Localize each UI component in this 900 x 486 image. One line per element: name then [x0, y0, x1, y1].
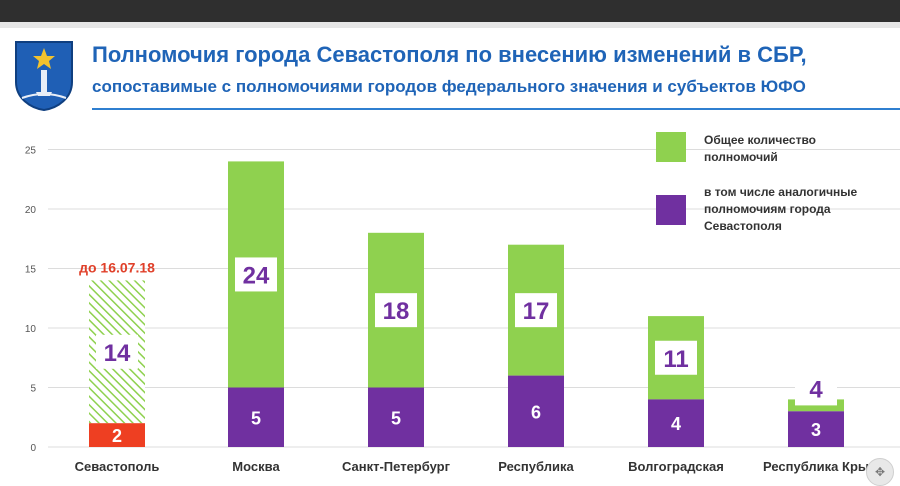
total-label-box [795, 371, 837, 406]
annotation-label: до 16.07.18 [79, 259, 155, 275]
window-top-border [0, 22, 900, 28]
move-handle-icon[interactable]: ✥ [866, 458, 894, 486]
y-axis: 0 5 10 15 20 25 [25, 146, 37, 455]
y-tick-label: 0 [30, 443, 36, 454]
common-label: 5 [391, 408, 401, 428]
total-label-box [655, 340, 697, 375]
common-label: 4 [671, 414, 681, 434]
sevastopol-coat-of-arms-icon [15, 41, 73, 112]
x-axis: Севастополь Москва Санкт-Петербург Республи… [75, 459, 869, 474]
total-label: 24 [243, 262, 270, 289]
total-label: 4 [809, 376, 823, 403]
total-label: 17 [523, 298, 550, 325]
page-subtitle: сопоставимые с полномочиями городов феде… [92, 77, 806, 96]
x-tick-label: Республика Кры [763, 459, 869, 474]
common-label: 6 [531, 402, 541, 422]
bar-common [228, 387, 284, 447]
x-tick-label: Санкт-Петербург [342, 459, 451, 474]
legend-swatch-common [656, 195, 686, 225]
x-tick-label: Севастополь [75, 459, 160, 474]
total-label-box [515, 293, 557, 328]
total-label-box [235, 257, 277, 292]
window-top-bar [0, 0, 900, 22]
y-tick-label: 25 [25, 146, 37, 157]
legend-swatch-total [656, 132, 686, 162]
total-label-box [375, 293, 417, 328]
title-divider [92, 108, 900, 110]
x-tick-label: Москва [232, 459, 280, 474]
y-tick-label: 15 [25, 265, 37, 276]
grid-lines [48, 149, 900, 448]
common-label: 2 [112, 426, 122, 446]
total-label: 14 [104, 340, 131, 367]
y-tick-label: 20 [25, 205, 37, 216]
y-tick-label: 10 [25, 324, 37, 335]
x-tick-label: Волгоградская [628, 459, 724, 474]
bar-common [788, 411, 844, 447]
total-label-box [96, 334, 138, 369]
data-labels: 14 2 24 5 18 5 17 6 11 4 4 3 до 16.07.18 [79, 257, 837, 446]
legend-label-common: в том числе аналогичные полномочиям горо… [704, 185, 858, 233]
common-label: 5 [251, 408, 261, 428]
total-label: 18 [383, 298, 410, 325]
total-label: 11 [663, 346, 688, 373]
bar-common [648, 399, 704, 447]
legend-label-total: Общее количество полномочий [704, 133, 817, 164]
bar-common [368, 387, 424, 447]
y-tick-label: 5 [30, 384, 36, 395]
common-label: 3 [811, 420, 821, 440]
x-tick-label: Республика [498, 459, 574, 474]
bar-common [89, 423, 145, 447]
bar-common [508, 375, 564, 447]
page-title: Полномочия города Севастополя по внесени… [92, 42, 807, 67]
